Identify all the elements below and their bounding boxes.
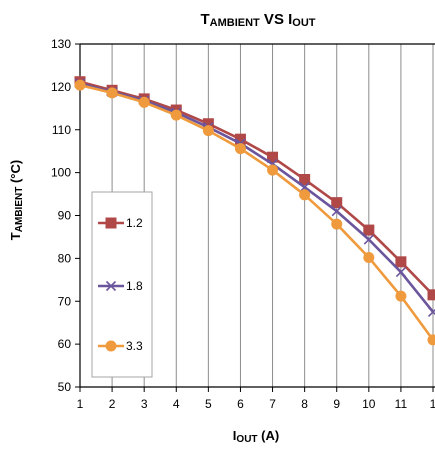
x-axis-label-rest: (A) xyxy=(258,428,280,443)
x-tick-label-9: 9 xyxy=(333,397,340,411)
legend: 1.2 1.8 3.3 xyxy=(91,191,153,378)
series-3.3-point-6 xyxy=(234,143,246,155)
series-3.3-point-10 xyxy=(363,252,375,264)
series-3.3-point-2 xyxy=(106,87,118,99)
series-1.2-point-11 xyxy=(395,256,407,268)
series-1.8-point-9 xyxy=(331,206,342,217)
legend-box xyxy=(91,191,153,378)
x-tick-label-7: 7 xyxy=(269,397,276,411)
series-1.8-point-11 xyxy=(395,267,406,278)
svg-text:TAMBIENT (°C): TAMBIENT (°C) xyxy=(8,160,25,240)
x-tick-label-11: 11 xyxy=(395,397,408,411)
series-3.3-point-4 xyxy=(170,109,182,121)
x-axis-label-subscript: OUT xyxy=(236,434,257,445)
series-3.3-point-12 xyxy=(427,334,435,346)
series-1.2-point-8 xyxy=(299,173,311,185)
y-axis-label: TAMBIENT (°C) xyxy=(8,160,25,240)
x-tick-label-2: 2 xyxy=(109,397,116,411)
legend-item-1.2: 1.2 xyxy=(98,216,143,230)
series-1.2-point-7 xyxy=(267,151,279,163)
x-tick-label-3: 3 xyxy=(141,397,148,411)
title-main: T xyxy=(200,11,209,28)
title-main-subscript: AMBIENT xyxy=(210,17,260,29)
series-1.8-point-12 xyxy=(427,306,435,318)
x-tick-label-8: 8 xyxy=(301,397,308,411)
y-tick-label-120: 120 xyxy=(51,80,71,94)
series-1.8-point-8 xyxy=(299,182,310,193)
series-3.3-point-11 xyxy=(395,290,407,302)
title-mid: VS I xyxy=(260,11,293,28)
x-axis-label: IOUT (A) xyxy=(233,428,279,445)
svg-text:TAMBIENT VS IOUT: TAMBIENT VS IOUT xyxy=(200,11,315,29)
y-axis-label-subscript: AMBIENT xyxy=(14,187,25,233)
y-tick-label-130: 130 xyxy=(51,37,71,51)
y-tick-label-90: 90 xyxy=(58,209,72,223)
series-1.2-point-10 xyxy=(363,224,375,236)
legend-marker-1.2 xyxy=(105,217,117,229)
series-3.3-point-5 xyxy=(202,125,214,137)
y-tick-label-100: 100 xyxy=(51,166,71,180)
legend-marker-1.8-stroke-b xyxy=(105,280,117,292)
legend-label-3.3: 3.3 xyxy=(126,339,143,353)
series-3.3-point-8 xyxy=(299,189,311,201)
legend-item-1.8: 1.8 xyxy=(98,279,143,293)
series-3.3 xyxy=(74,79,435,346)
series-1.8-point-10 xyxy=(363,234,374,245)
series-1.8-point-9-stroke-b xyxy=(331,206,342,217)
y-tick-label-80: 80 xyxy=(58,251,72,265)
y-tick-label-50: 50 xyxy=(58,380,72,394)
series-1.8-point-12-stroke-b xyxy=(427,308,435,318)
series-1.2-point-12 xyxy=(427,289,435,301)
series-line-3.3 xyxy=(79,83,435,341)
y-axis-label-rest: (°C) xyxy=(8,160,23,187)
series-1.8-point-8-stroke-b xyxy=(299,182,310,193)
y-tick-label-70: 70 xyxy=(58,294,72,308)
x-axis-label-main: I xyxy=(233,428,237,443)
x-tick-label-10: 10 xyxy=(362,397,376,411)
y-tick-label-110: 110 xyxy=(52,123,71,137)
y-axis-label-main: T xyxy=(8,232,23,240)
x-tick-label-1: 1 xyxy=(77,397,84,411)
legend-marker-3.3 xyxy=(105,340,117,352)
series-3.3-point-3 xyxy=(138,96,150,108)
title-mid-subscript: OUT xyxy=(292,17,316,29)
chart-title: TAMBIENT VS IOUT xyxy=(200,11,315,29)
x-tick-label-6: 6 xyxy=(237,397,244,411)
legend-label-1.2: 1.2 xyxy=(126,216,143,230)
legend-item-3.3: 3.3 xyxy=(98,339,143,353)
x-tick-label-12: 1 xyxy=(430,397,435,411)
series-3.3-point-9 xyxy=(331,218,343,230)
svg-text:IOUT (A): IOUT (A) xyxy=(233,428,279,445)
series-3.3-point-7 xyxy=(267,164,279,176)
x-tick-label-4: 4 xyxy=(173,397,180,411)
y-tick-label-60: 60 xyxy=(58,337,72,351)
legend-marker-1.8 xyxy=(105,280,117,292)
series-3.3-point-1 xyxy=(74,79,86,91)
series-1.8-point-11-stroke-b xyxy=(395,267,406,278)
legend-label-1.8: 1.8 xyxy=(126,279,143,293)
series-line-1.8 xyxy=(79,82,435,313)
series-1.2-point-9 xyxy=(331,197,343,209)
series-1.8-point-10-stroke-b xyxy=(363,234,374,245)
x-tick-label-5: 5 xyxy=(205,397,212,411)
